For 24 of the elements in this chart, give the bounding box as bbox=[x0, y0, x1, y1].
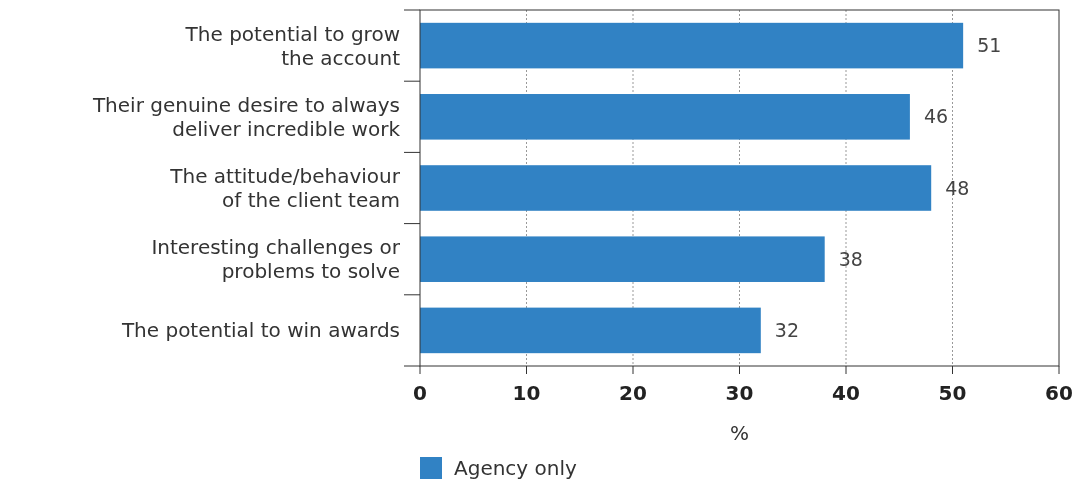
y-tick-label: The potential to grow the account bbox=[184, 21, 401, 70]
x-tick-label: 50 bbox=[938, 381, 967, 405]
x-tick-label: 30 bbox=[725, 381, 754, 405]
y-tick-label: The attitude/behaviour of the client team bbox=[169, 164, 401, 212]
data-label: 32 bbox=[774, 319, 799, 342]
y-tick-label: Their genuine desire to always deliver incredible work bbox=[91, 92, 401, 141]
legend-label: Agency only bbox=[454, 456, 578, 480]
x-axis-title: % bbox=[729, 421, 750, 445]
x-tick-label: 0 bbox=[413, 381, 427, 405]
bar bbox=[420, 94, 910, 140]
data-label: 46 bbox=[923, 105, 949, 128]
bar bbox=[420, 307, 761, 354]
data-label: 51 bbox=[977, 34, 1002, 57]
x-tick-label: 10 bbox=[512, 381, 541, 405]
x-tick-label: 40 bbox=[832, 381, 860, 405]
y-tick-label: The potential to win awards bbox=[120, 318, 400, 343]
bar bbox=[420, 236, 825, 282]
y-tick-label: Interesting challenges or problems to solve bbox=[151, 235, 401, 284]
bar bbox=[420, 22, 964, 69]
x-tick-label: 60 bbox=[1045, 381, 1073, 405]
data-label: 38 bbox=[838, 247, 863, 270]
data-label: 48 bbox=[945, 176, 970, 199]
bar bbox=[420, 165, 932, 211]
x-tick-label: 20 bbox=[619, 381, 647, 405]
